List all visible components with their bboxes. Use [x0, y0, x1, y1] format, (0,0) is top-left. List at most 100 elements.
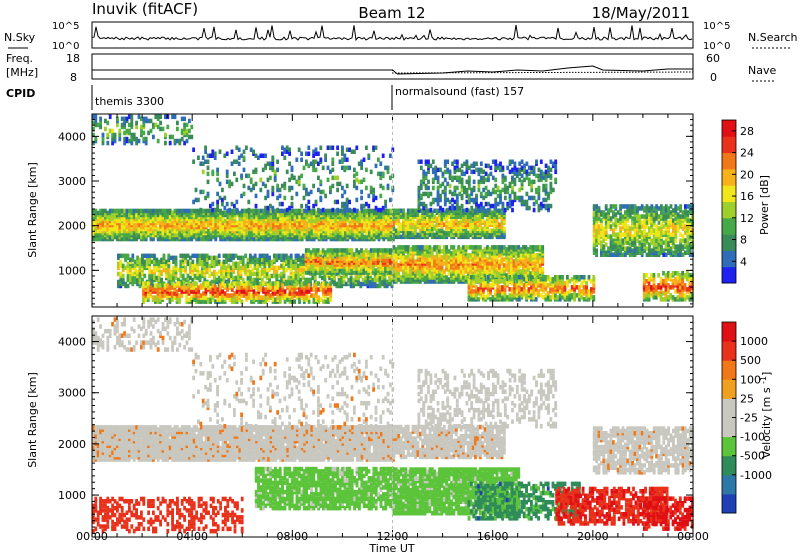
power-cell: [119, 259, 123, 265]
power-cell: [490, 228, 494, 234]
power-cell: [198, 269, 202, 275]
power-cell: [191, 253, 195, 259]
power-cell: [317, 295, 321, 300]
power-cell: [194, 293, 198, 298]
power-cell: [414, 226, 417, 232]
power-cell: [384, 248, 387, 253]
power-cell: [352, 270, 356, 275]
power-cell: [421, 214, 425, 219]
power-cell: [324, 250, 327, 255]
freq-trace: [92, 65, 693, 75]
power-cell: [397, 218, 401, 223]
power-cell: [297, 253, 300, 259]
power-cell: [364, 252, 368, 257]
power-cell: [293, 299, 297, 304]
power-cell: [168, 297, 172, 302]
power-cell: [277, 265, 281, 271]
power-cell: [476, 249, 480, 254]
power-cell: [192, 285, 196, 290]
power-cell: [207, 208, 210, 214]
power-cell: [447, 214, 451, 219]
power-cell: [377, 232, 381, 238]
power-cell: [168, 285, 172, 290]
power-cell: [430, 232, 434, 238]
power-cell: [151, 287, 155, 292]
power-cell: [280, 277, 283, 283]
power-cell: [426, 275, 429, 280]
power-cell: [331, 264, 335, 269]
power-cell: [242, 283, 246, 288]
power-cell: [257, 295, 261, 300]
power-cell: [258, 269, 262, 275]
power-cell: [442, 251, 446, 256]
power-cell: [309, 277, 312, 283]
power-cell: [384, 258, 387, 263]
power-cell: [517, 269, 521, 274]
power-cell: [454, 271, 458, 276]
power-cell: [274, 281, 277, 286]
power-cell: [301, 259, 305, 265]
power-cell: [376, 277, 379, 283]
power-cell: [166, 218, 170, 224]
power-cell: [323, 259, 327, 265]
power-cell: [222, 277, 226, 283]
noise-tick-right-top: 10^5: [703, 21, 730, 32]
power-cell: [222, 269, 226, 275]
power-cell: [397, 245, 401, 250]
power-cell: [421, 245, 425, 250]
power-cell: [290, 291, 294, 296]
power-cell: [234, 253, 238, 259]
power-cell: [423, 275, 427, 280]
power-cell: [471, 230, 475, 236]
power-cell: [295, 295, 299, 300]
power-cell: [226, 293, 229, 298]
power-cell: [450, 222, 453, 227]
power-cell: [196, 265, 199, 271]
power-cell: [440, 255, 444, 260]
power-cell: [442, 210, 446, 215]
power-cell: [131, 253, 135, 259]
power-cell: [220, 271, 223, 277]
power-cell: [228, 283, 232, 288]
power-cell: [209, 297, 213, 302]
power-cell: [500, 212, 504, 217]
power-cell: [445, 245, 449, 250]
power-cell: [299, 255, 303, 261]
power-cell: [430, 251, 434, 256]
power-cell: [488, 247, 492, 252]
power-cell: [357, 250, 361, 255]
power-cell: [227, 267, 231, 273]
power-cell: [250, 220, 254, 226]
power-cell: [209, 281, 213, 286]
power-cell: [317, 299, 321, 304]
power-cell: [512, 245, 516, 250]
power-cell: [327, 230, 330, 236]
power-cell: [430, 271, 434, 276]
power-cell: [126, 275, 130, 281]
power-cell: [125, 232, 129, 238]
power-cell: [229, 265, 233, 271]
power-cell: [344, 208, 347, 214]
power-cell: [298, 291, 301, 296]
power-cell: [526, 277, 530, 282]
power-cell: [426, 261, 429, 266]
power-cell: [522, 245, 525, 250]
power-cell: [388, 277, 391, 283]
power-cell: [227, 277, 231, 283]
power-cell: [240, 285, 244, 290]
power-cell: [227, 257, 231, 263]
noise-tick-left-bottom: 10^0: [52, 41, 79, 52]
power-cell: [289, 253, 293, 259]
power-cell: [241, 277, 245, 283]
power-cell: [184, 259, 187, 265]
power-cell: [132, 208, 136, 214]
power-cell: [190, 283, 193, 288]
power-cell: [457, 220, 461, 225]
power-cell: [280, 263, 283, 269]
power-cell: [180, 293, 184, 298]
power-cell: [196, 257, 199, 263]
power-cell: [358, 222, 362, 228]
power-cell: [493, 249, 497, 254]
power-cell: [154, 214, 158, 220]
power-cell: [447, 220, 451, 225]
